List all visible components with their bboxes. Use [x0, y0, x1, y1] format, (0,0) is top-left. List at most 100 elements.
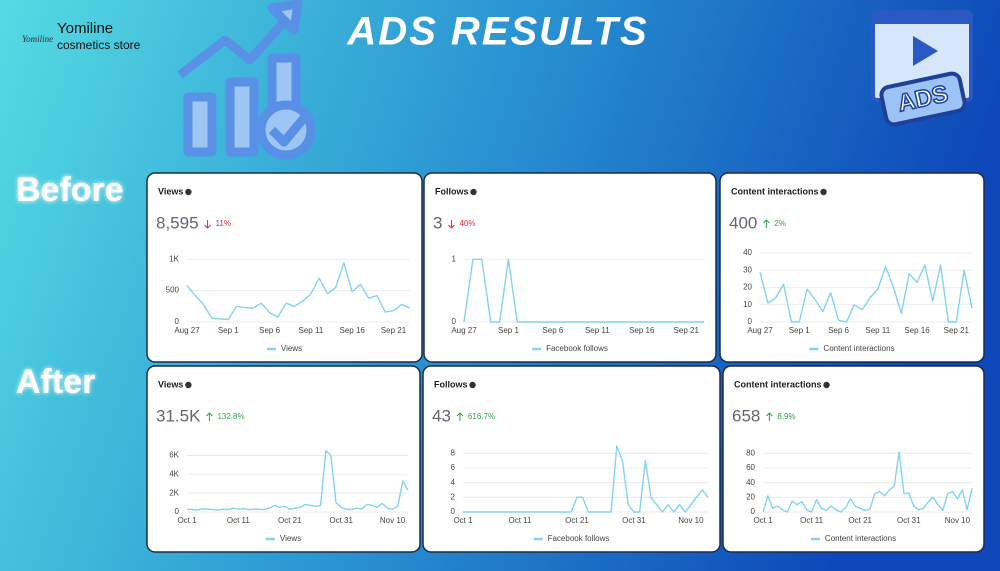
y-tick-label: 1 [452, 254, 457, 263]
x-tick-label: Sep 1 [218, 326, 239, 335]
y-tick-label: 2 [451, 492, 456, 501]
y-tick-label: 500 [166, 286, 180, 295]
chart-card: Content interactions 658 8.9% 0 20 40 60 80 Oct … [722, 365, 985, 553]
info-icon [470, 188, 477, 196]
y-tick-label: 20 [743, 283, 752, 292]
x-tick-label: Sep 21 [944, 326, 970, 335]
chart-title: Follows [435, 186, 469, 196]
ads-icon: ADS [871, 10, 973, 127]
section-label: After [16, 363, 95, 401]
legend-label: Views [281, 344, 302, 353]
y-tick-label: 0 [175, 317, 180, 326]
growth-icon [177, 0, 316, 160]
series-line [463, 445, 709, 513]
series-line [759, 264, 973, 323]
x-tick-label: Aug 27 [747, 326, 773, 335]
trend-arrow [448, 220, 455, 229]
x-tick-label: Oct 21 [278, 516, 302, 525]
trend-arrow [206, 412, 213, 421]
trend-arrow [456, 412, 464, 421]
info-icon [823, 381, 830, 389]
x-tick-label: Sep 16 [904, 326, 930, 335]
x-tick-label: Sep 6 [828, 326, 849, 335]
x-tick-label: Oct 31 [622, 516, 646, 525]
total-value: 8,595 [156, 213, 199, 232]
card [146, 365, 421, 553]
y-tick-label: 0 [452, 317, 457, 326]
card [423, 172, 717, 363]
x-tick-label: Sep 16 [629, 326, 655, 335]
chart-title: Content interactions [734, 379, 822, 389]
y-tick-label: 0 [751, 507, 756, 516]
x-tick-label: Sep 11 [865, 326, 890, 335]
x-tick-label: Oct 31 [897, 516, 921, 525]
series-line [463, 258, 704, 323]
info-icon [469, 381, 476, 389]
chart-title: Views [158, 379, 183, 389]
y-tick-label: 30 [743, 265, 752, 274]
logo: Yomiline [22, 34, 53, 44]
change-value: 2% [774, 219, 786, 228]
x-tick-label: Oct 1 [753, 516, 773, 525]
x-tick-label: Oct 11 [508, 516, 532, 525]
x-tick-label: Sep 16 [340, 326, 366, 335]
x-tick-label: Nov 10 [945, 516, 971, 525]
total-value: 3 [433, 213, 442, 232]
brand-tagline: cosmetics store [57, 38, 141, 52]
card [719, 172, 985, 363]
chart-card: Follows 3 40% 0 1 Aug 27 Sep 1 Sep 6 Sep 11 Sep 1… [423, 172, 717, 363]
x-tick-label: Sep 6 [259, 326, 280, 335]
x-tick-label: Sep 11 [585, 326, 610, 335]
legend-label: Facebook follows [546, 344, 608, 353]
x-tick-label: Oct 1 [453, 516, 473, 525]
info-icon [820, 188, 827, 196]
chart-card: Content interactions 400 2% 0 10 20 30 40 Aug 27… [719, 172, 985, 363]
x-tick-label: Oct 21 [565, 516, 589, 525]
x-tick-label: Nov 10 [678, 516, 704, 525]
x-tick-label: Aug 27 [174, 326, 200, 335]
x-tick-label: Sep 11 [299, 326, 324, 335]
x-tick-label: Sep 6 [542, 326, 563, 335]
total-value: 658 [732, 406, 760, 425]
page-title: ADS RESULTS [346, 10, 648, 54]
legend-label: Views [280, 534, 301, 543]
chart-card: Follows 43 616.7% 0 2 4 6 8 Oct 1 Oct 11 Oct 21 Oct… [422, 365, 721, 553]
x-tick-label: Sep 21 [381, 326, 407, 335]
x-tick-label: Oct 31 [329, 516, 353, 525]
series-line [186, 450, 409, 511]
change-value: 132.8% [217, 412, 244, 421]
trend-arrow [766, 412, 773, 421]
x-tick-label: Sep 21 [674, 326, 700, 335]
brand-name: Yomiline [57, 20, 113, 37]
legend-label: Content interactions [823, 344, 894, 353]
y-tick-label: 0 [175, 507, 180, 516]
y-tick-label: 0 [748, 317, 753, 326]
y-tick-label: 4 [451, 478, 456, 487]
y-tick-label: 1K [169, 254, 179, 263]
x-tick-label: Sep 1 [498, 326, 519, 335]
legend-label: Content interactions [825, 534, 896, 543]
x-tick-label: Oct 21 [848, 516, 872, 525]
total-value: 43 [432, 406, 451, 425]
card [146, 172, 423, 363]
trend-arrow [204, 220, 211, 229]
y-tick-label: 2K [169, 488, 179, 497]
total-value: 400 [729, 213, 757, 232]
chart-title: Views [158, 186, 183, 196]
chart-title: Follows [434, 379, 468, 389]
y-tick-label: 60 [746, 463, 755, 472]
info-icon [185, 188, 192, 196]
y-tick-label: 20 [746, 492, 755, 501]
x-tick-label: Oct 1 [177, 516, 197, 525]
y-tick-label: 40 [746, 478, 755, 487]
total-value: 31.5K [156, 406, 201, 425]
y-tick-label: 40 [743, 248, 752, 257]
trend-arrow [763, 219, 770, 228]
y-tick-label: 10 [743, 300, 752, 309]
x-tick-label: Oct 11 [227, 516, 251, 525]
x-tick-label: Sep 1 [789, 326, 810, 335]
x-tick-label: Aug 27 [451, 326, 477, 335]
y-tick-label: 8 [451, 448, 456, 457]
chart-card: Views 8,595 11% 0 500 1K Aug 27 Sep 1 Sep 6 Sep 1… [146, 172, 423, 363]
